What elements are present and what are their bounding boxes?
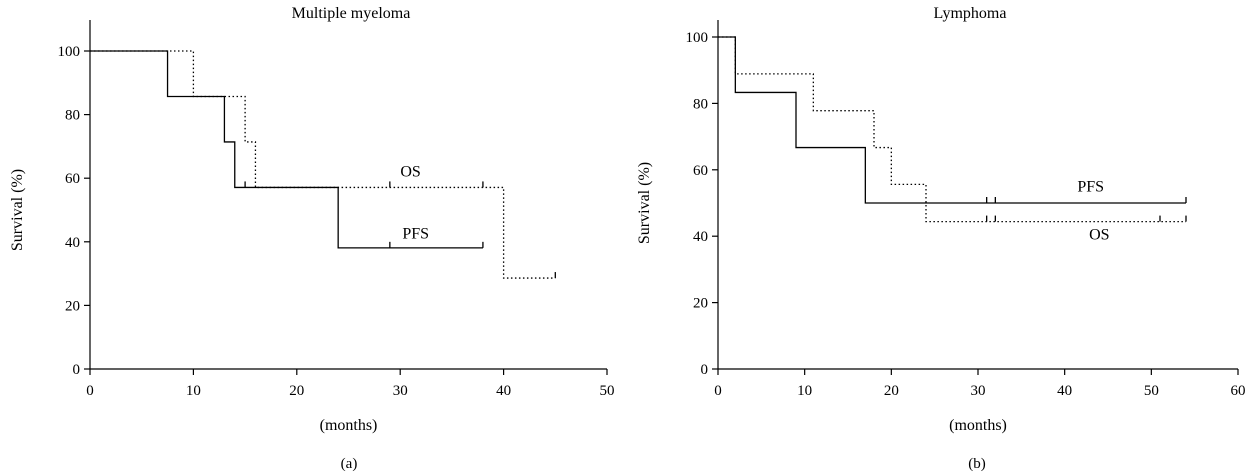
y-tick-label: 20	[65, 298, 80, 314]
x-tick-label: 30	[393, 383, 408, 399]
series-label-pfs: PFS	[402, 226, 429, 243]
x-tick-label: 20	[884, 383, 899, 399]
panel-multiple-myeloma: 0 10 20 30 40 50 0 20 40 60 80 100 Multiple myeloma (…	[9, 5, 615, 472]
panel-lymphoma: 0 10 20 30 40 50 60 0 20 40 60 80 100 Lymphoma (months…	[636, 5, 1246, 472]
y-tick-label: 100	[686, 30, 709, 46]
x-tick-label: 50	[1144, 383, 1159, 399]
y-tick-label: 0	[701, 362, 709, 378]
chart-title: Multiple myeloma	[292, 5, 411, 22]
x-tick-label: 10	[186, 383, 201, 399]
series-label-os: OS	[1089, 227, 1109, 244]
x-tick-label: 0	[86, 383, 94, 399]
series-pfs-line	[90, 50, 483, 249]
x-tick-label: 0	[714, 383, 722, 399]
x-axis-title: (months)	[949, 417, 1007, 434]
y-tick-label: 80	[693, 96, 708, 112]
y-tick-label: 20	[693, 296, 708, 312]
y-tick-label: 40	[65, 235, 80, 251]
y-axis-title: Survival (%)	[636, 162, 653, 244]
series-os-line	[90, 50, 556, 279]
y-tick-label: 60	[693, 163, 708, 179]
x-tick-label: 20	[289, 383, 304, 399]
series-pfs-line	[718, 36, 1186, 204]
x-tick-label: 30	[971, 383, 986, 399]
panel-label: (a)	[341, 456, 358, 472]
x-tick-label: 40	[1057, 383, 1072, 399]
x-tick-label: 50	[600, 383, 615, 399]
y-axis-title: Survival (%)	[9, 169, 26, 251]
series-label-pfs: PFS	[1077, 178, 1104, 195]
panel-label: (b)	[968, 456, 986, 472]
y-tick-label: 0	[73, 362, 81, 378]
x-tick-label: 40	[496, 383, 511, 399]
y-tick-label: 40	[693, 229, 708, 245]
y-tick-label: 100	[58, 44, 81, 60]
x-tick-label: 60	[1231, 383, 1246, 399]
chart-title: Lymphoma	[934, 5, 1007, 22]
y-tick-label: 60	[65, 171, 80, 187]
x-tick-label: 10	[797, 383, 812, 399]
series-label-os: OS	[400, 164, 420, 181]
x-axis-title: (months)	[320, 417, 378, 434]
series-os-line	[718, 36, 1186, 223]
y-tick-label: 80	[65, 108, 80, 124]
